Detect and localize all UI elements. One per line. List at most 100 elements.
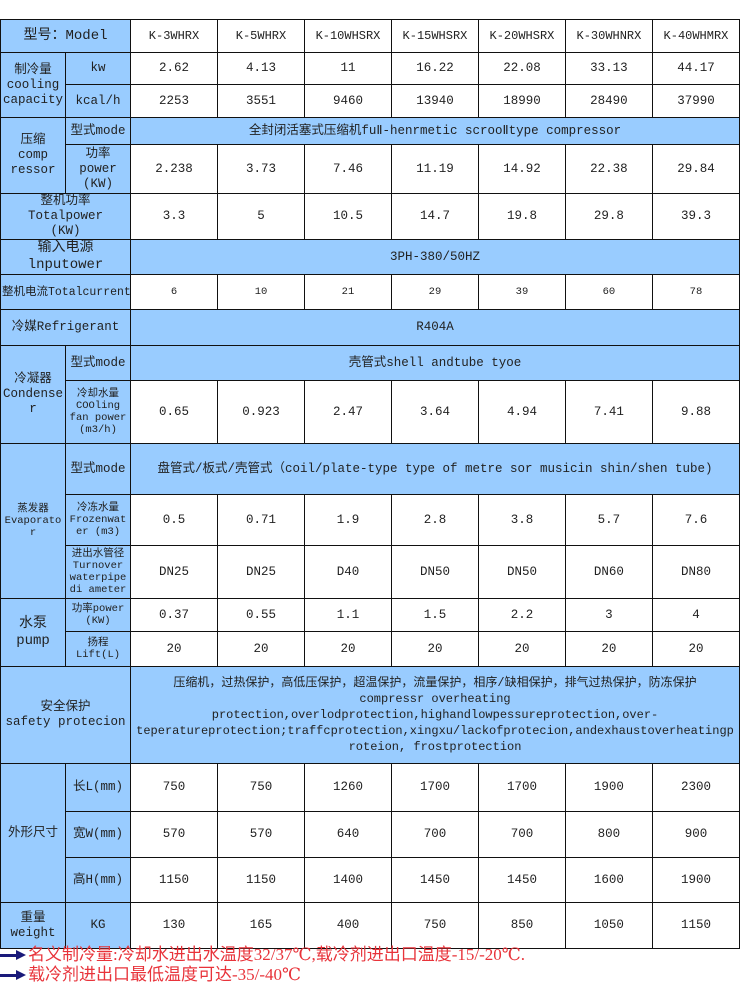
compressor-mode-value: 全封闭活塞式压缩机fuⅡ-henrmetic scrooⅡtype compre… <box>130 117 740 145</box>
value-cell: 1900 <box>564 763 653 812</box>
model-label: 型号：Model <box>0 19 132 53</box>
dimensions-label: 外形尺寸 <box>0 763 66 903</box>
value-cell: 9460 <box>303 84 392 118</box>
model-name: K-40WHMRX <box>651 19 740 53</box>
value-cell: 700 <box>390 811 479 858</box>
value-cell: DN80 <box>651 545 740 599</box>
value-cell: 9.88 <box>651 380 740 444</box>
value-cell: 37990 <box>651 84 740 118</box>
value-cell: 20 <box>130 631 218 667</box>
note-1: 名义制冷量:冷却水进出水温度32/37℃,载冷剂进出口温度-15/-20℃. <box>0 945 525 965</box>
input-power-value: 3PH-380/50HZ <box>130 239 740 275</box>
value-cell: 3551 <box>217 84 305 118</box>
value-cell: 2300 <box>651 763 740 812</box>
value-cell: 33.13 <box>564 52 653 85</box>
value-cell: 1700 <box>477 763 566 812</box>
value-cell: 750 <box>390 902 479 949</box>
compressor-mode-label: 型式mode <box>64 117 132 145</box>
value-cell: 39 <box>477 274 566 310</box>
refrigerant-label: 冷媒Refrigerant <box>0 309 132 346</box>
value-cell: 5 <box>217 193 305 240</box>
value-cell: 20 <box>477 631 566 667</box>
value-cell: 18990 <box>477 84 566 118</box>
value-cell: 130 <box>130 902 218 949</box>
value-cell: DN25 <box>217 545 305 599</box>
value-cell: 750 <box>217 763 305 812</box>
value-cell: DN50 <box>477 545 566 599</box>
value-cell: 570 <box>130 811 218 858</box>
value-cell: 2.62 <box>130 52 218 85</box>
evaporator-mode-row: 蒸发器 Evaporato r 型式mode 盘管式/板式/壳管式（coil/pla… <box>0 443 740 599</box>
safety-value: 压缩机，过热保护，高低压保护，超温保护，流量保护，相序/缺相保护，排气过热保护，… <box>130 666 740 764</box>
value-cell: 1.9 <box>303 494 392 546</box>
value-cell: 20 <box>217 631 305 667</box>
value-cell: 11.19 <box>390 144 479 194</box>
cooling-label: 制冷量 cooling capacity <box>0 52 66 118</box>
pump-lift-label: 扬程 Lift(L) <box>64 631 132 667</box>
value-cell: 4 <box>651 598 740 632</box>
value-cell: 20 <box>390 631 479 667</box>
value-cell: 1260 <box>303 763 392 812</box>
model-name: K-15WHSRX <box>390 19 479 53</box>
total-power-label: 整机功率 Totalpower (KW) <box>0 193 132 240</box>
note-2: 载冷剂进出口最低温度可达-35/-40℃ <box>0 965 525 985</box>
height-label: 高H(mm) <box>64 857 132 903</box>
value-cell: 640 <box>303 811 392 858</box>
width-label: 宽W(mm) <box>64 811 132 858</box>
value-cell: 1.5 <box>390 598 479 632</box>
input-power-label: 输入电源lnputower <box>0 239 132 275</box>
value-cell: DN50 <box>390 545 479 599</box>
value-cell: 0.923 <box>217 380 305 444</box>
value-cell: 3.8 <box>477 494 566 546</box>
value-cell: 20 <box>303 631 392 667</box>
condenser-label: 冷凝器 Condense r <box>0 345 66 444</box>
value-cell: 1700 <box>390 763 479 812</box>
value-cell: DN25 <box>130 545 218 599</box>
value-cell: 39.3 <box>651 193 740 240</box>
value-cell: 570 <box>217 811 305 858</box>
pump-power-label: 功率power (KW) <box>64 598 132 632</box>
value-cell: 750 <box>130 763 218 812</box>
weight-label: 重量 weight <box>0 902 66 949</box>
note-text: 名义制冷量:冷却水进出水温度32/37℃,载冷剂进出口温度-15/-20℃. <box>28 945 526 964</box>
value-cell: 20 <box>651 631 740 667</box>
value-cell: 1150 <box>217 857 305 903</box>
value-cell: 1900 <box>651 857 740 903</box>
condenser-mode-value: 壳管式shell andtube tyoe <box>130 345 740 381</box>
evaporator-mode-label: 型式mode <box>64 443 132 495</box>
evaporator-pipe-label: 进出水管径 Turnover waterpipe di ameter <box>64 545 132 599</box>
value-cell: 19.8 <box>477 193 566 240</box>
value-cell: 1450 <box>390 857 479 903</box>
value-cell: 29 <box>390 274 479 310</box>
value-cell: 16.22 <box>390 52 479 85</box>
evaporator-label: 蒸发器 Evaporato r <box>0 443 66 599</box>
note-text: 载冷剂进出口最低温度可达-35/-40℃ <box>28 965 302 984</box>
evaporator-mode-value: 盘管式/板式/壳管式（coil/plate-type type of metre… <box>130 443 740 495</box>
condenser-mode-label: 型式mode <box>64 345 132 381</box>
pump-power-row: 水泵 pump 功率power (KW) 0.37 0.55 1.1 1.5 2.2 3 4 <box>0 598 740 667</box>
model-row: 型号：Model K-3WHRX K-5WHRX K-10WHSRX K-15WHSRX… <box>0 19 740 53</box>
height-row: 高H(mm) 1150 1150 1400 1450 1450 1600 1900 <box>1 857 740 903</box>
length-label: 长L(mm) <box>64 763 132 812</box>
refrigerant-row: 冷媒Refrigerant R404A <box>0 309 740 346</box>
value-cell: 0.65 <box>130 380 218 444</box>
model-name: K-5WHRX <box>217 19 305 53</box>
safety-row: 安全保护 safety protecion 压缩机，过热保护，高低压保护，超温保护… <box>0 666 740 764</box>
cooling-kcal-row: kcal/h 2253 3551 9460 13940 18990 28490 37990 <box>1 84 740 118</box>
cooling-kw-row: 制冷量 cooling capacity kw 2.62 4.13 11 16.22 22.… <box>0 52 740 118</box>
value-cell: 7.46 <box>303 144 392 194</box>
kcal-label: kcal/h <box>64 84 132 118</box>
value-cell: 3.73 <box>217 144 305 194</box>
model-name: K-3WHRX <box>130 19 218 53</box>
value-cell: 0.71 <box>217 494 305 546</box>
value-cell: 5.7 <box>564 494 653 546</box>
model-name: K-10WHSRX <box>303 19 392 53</box>
value-cell: 1.1 <box>303 598 392 632</box>
value-cell: 28490 <box>564 84 653 118</box>
value-cell: 4.94 <box>477 380 566 444</box>
value-cell: 800 <box>564 811 653 858</box>
value-cell: 2.2 <box>477 598 566 632</box>
total-power-row: 整机功率 Totalpower (KW) 3.3 5 10.5 14.7 19.8 29.8… <box>0 193 740 240</box>
value-cell: 10 <box>217 274 305 310</box>
